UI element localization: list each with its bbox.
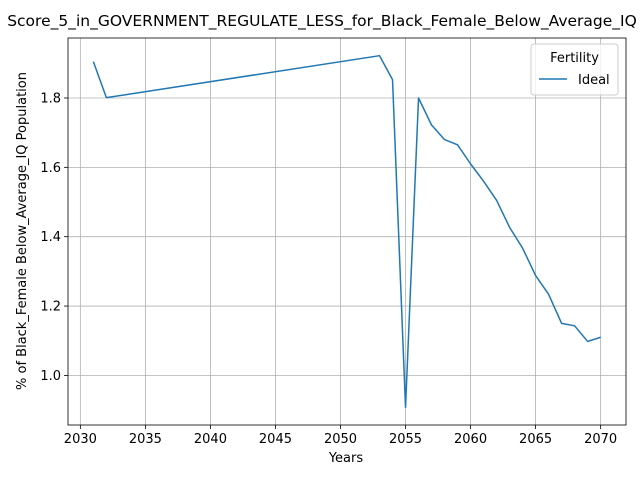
x-tick-label: 2045 [259,432,292,447]
x-tick-label: 2070 [584,432,617,447]
y-tick-label: 1.6 [40,161,61,176]
legend: Fertility Ideal [530,43,619,96]
chart-title: Score_5_in_GOVERNMENT_REGULATE_LESS_for_… [7,12,637,31]
x-tick-label: 2060 [454,432,487,447]
x-tick-label: 2055 [389,432,422,447]
legend-box [530,43,619,96]
x-tick-label: 2030 [64,432,97,447]
ticks: 2030 2035 2040 2045 2050 2055 2060 2065 2070 1.0 1… [40,91,617,447]
x-tick-label: 2040 [194,432,227,447]
series-layer [92,54,601,409]
plot-frame [67,37,627,426]
y-tick-label: 1.0 [40,369,61,384]
series-line-ideal [92,54,601,409]
legend-label-ideal: Ideal [578,73,610,88]
x-tick-label: 2035 [129,432,162,447]
grid [68,38,626,425]
legend-title: Fertility [550,51,599,66]
x-tick-label: 2065 [519,432,552,447]
y-tick-label: 1.8 [40,91,61,106]
y-axis-title: % of Black_Female Below_Average_IQ Popul… [15,72,30,390]
x-tick-label: 2050 [324,432,357,447]
y-tick-label: 1.4 [40,230,61,245]
y-tick-label: 1.2 [40,300,61,315]
x-axis-title: Years [328,451,364,466]
